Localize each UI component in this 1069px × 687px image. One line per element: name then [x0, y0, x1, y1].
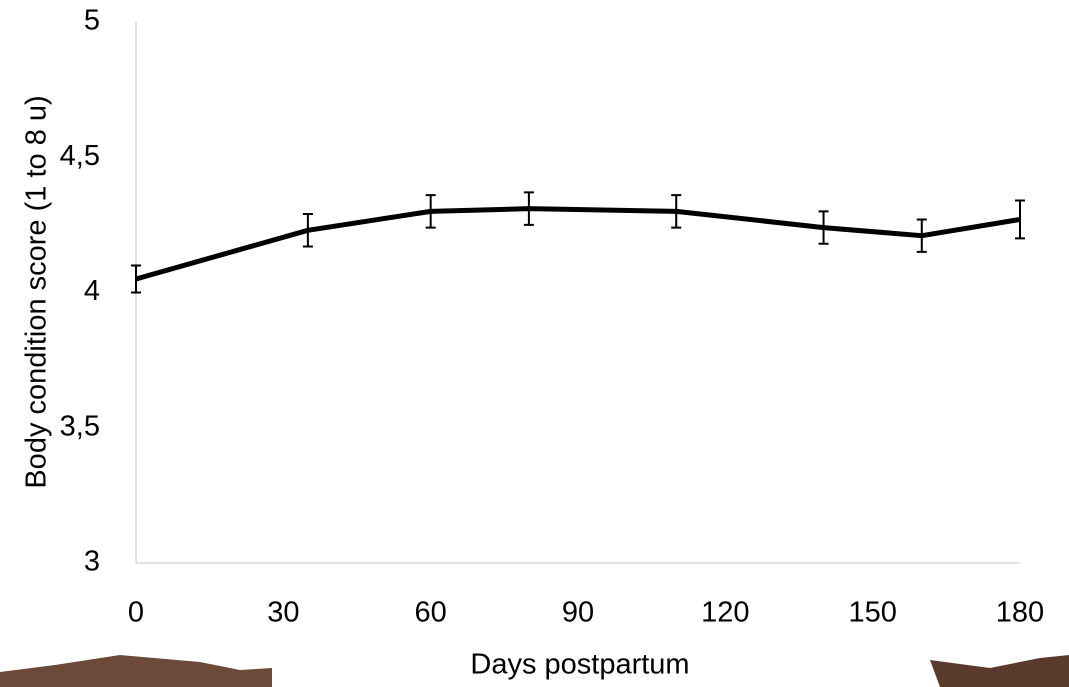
y-tick-label: 3,5 [60, 410, 100, 442]
x-tick-label: 30 [267, 597, 299, 629]
x-axis-title: Days postpartum [470, 649, 689, 681]
data-line [136, 209, 1020, 279]
photo-fragment [0, 655, 272, 687]
photo-fragment [930, 655, 1069, 687]
x-tick-label: 0 [128, 597, 144, 629]
y-tick-label: 4,5 [60, 140, 100, 172]
x-tick-label: 90 [562, 597, 594, 629]
y-axis-title: Body condition score (1 to 8 u) [21, 95, 53, 488]
chart: Days postpartum Body condition score (1 … [0, 0, 1069, 687]
y-tick-label: 5 [84, 5, 100, 37]
x-tick-label: 180 [996, 597, 1044, 629]
x-tick-label: 60 [415, 597, 447, 629]
x-tick-label: 150 [848, 597, 896, 629]
y-tick-label: 4 [84, 275, 100, 307]
x-tick-label: 120 [701, 597, 749, 629]
y-tick-label: 3 [84, 546, 100, 578]
